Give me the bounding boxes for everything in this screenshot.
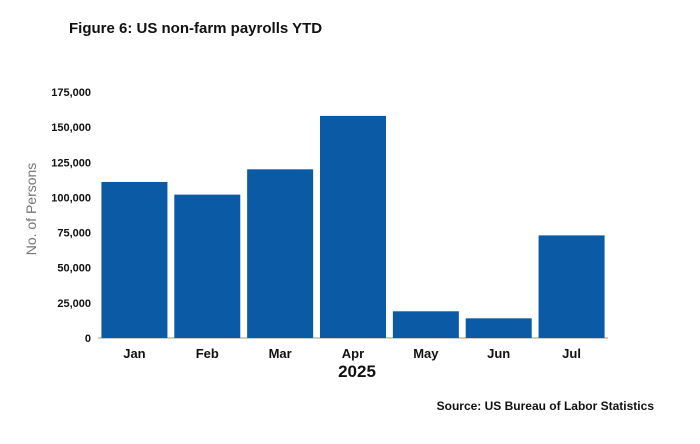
bar-jan	[101, 181, 168, 338]
y-tick-label: 175,000	[51, 87, 91, 99]
y-tick-label: 150,000	[51, 122, 91, 134]
y-tick-label: 0	[85, 333, 91, 345]
x-tick-label: Jul	[562, 346, 581, 361]
source-note: Source: US Bureau of Labor Statistics	[436, 399, 654, 413]
x-tick-label: Mar	[269, 346, 292, 361]
y-tick-label: 75,000	[57, 228, 91, 240]
bar-feb	[174, 194, 241, 338]
x-tick-label: Apr	[342, 346, 364, 361]
y-tick-label: 100,000	[51, 192, 91, 204]
y-tick-label: 50,000	[57, 263, 91, 275]
x-axis-label: 2025	[338, 362, 376, 381]
x-tick-label: Jun	[487, 346, 510, 361]
y-tick-label: 25,000	[57, 298, 91, 310]
y-axis-ticks: 0 25,000 50,000 75,000 100,000 125,000 150,000…	[51, 87, 91, 345]
y-axis-label: No. of Persons	[23, 163, 39, 256]
bar-jul	[538, 235, 605, 338]
x-tick-label: Jan	[123, 346, 145, 361]
y-tick-label: 125,000	[51, 157, 91, 169]
bar-may	[392, 311, 459, 338]
bar-apr	[320, 115, 386, 338]
x-axis-ticks: Jan Feb Mar Apr May Jun Jul	[123, 346, 581, 361]
bar-jun	[465, 318, 532, 338]
x-tick-label: Feb	[196, 346, 219, 361]
bars	[101, 115, 605, 338]
chart-title: Figure 6: US non-farm payrolls YTD	[69, 20, 323, 37]
bar-mar	[247, 169, 314, 338]
x-tick-label: May	[413, 346, 439, 361]
